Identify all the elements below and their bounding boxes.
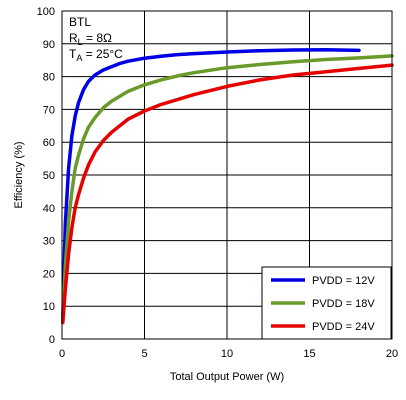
y-tick-label: 30 bbox=[43, 236, 55, 248]
legend-label-1: PVDD = 12V bbox=[312, 275, 375, 287]
x-tick-label: 15 bbox=[303, 348, 315, 360]
y-axis-title: Efficiency (%) bbox=[13, 141, 25, 208]
y-tick-label: 40 bbox=[43, 203, 55, 215]
y-tick-label: 90 bbox=[43, 39, 55, 51]
conditions-annotation: BTL RL = 8Ω TA = 25°C bbox=[69, 15, 123, 63]
legend-items: PVDD = 12V PVDD = 18V PVDD = 24V bbox=[271, 275, 375, 333]
y-tick-label: 100 bbox=[37, 6, 55, 18]
series-line-3 bbox=[61, 63, 394, 325]
annotation-temperature: TA = 25°C bbox=[69, 47, 123, 63]
annotation-load: RL = 8Ω bbox=[69, 31, 112, 47]
y-tick-label: 10 bbox=[43, 301, 55, 313]
y-tick-label: 70 bbox=[43, 104, 55, 116]
y-tick-label: 80 bbox=[43, 72, 55, 84]
legend: PVDD = 12V PVDD = 18V PVDD = 24V bbox=[261, 266, 392, 340]
plot-frame bbox=[61, 10, 393, 340]
x-tick-label: 0 bbox=[59, 348, 65, 360]
series-lines bbox=[61, 47, 394, 325]
x-axis-title: Total Output Power (W) bbox=[170, 371, 284, 383]
y-tick-label: 60 bbox=[43, 137, 55, 149]
annotation-config: BTL bbox=[69, 15, 91, 29]
series-line-1 bbox=[61, 47, 361, 322]
x-tick-labels: 0 5 10 15 20 bbox=[59, 348, 398, 360]
y-tick-label: 0 bbox=[49, 334, 55, 346]
x-tick-label: 20 bbox=[386, 348, 398, 360]
series-line-2 bbox=[61, 54, 394, 322]
x-tick-label: 10 bbox=[221, 348, 233, 360]
legend-label-3: PVDD = 24V bbox=[312, 321, 375, 333]
y-tick-labels: 0 10 20 30 40 50 60 70 80 90 100 bbox=[37, 6, 55, 346]
legend-label-2: PVDD = 18V bbox=[312, 298, 375, 310]
y-tick-label: 50 bbox=[43, 170, 55, 182]
grid-lines bbox=[61, 10, 393, 340]
x-tick-label: 5 bbox=[141, 348, 147, 360]
y-tick-label: 20 bbox=[43, 268, 55, 280]
